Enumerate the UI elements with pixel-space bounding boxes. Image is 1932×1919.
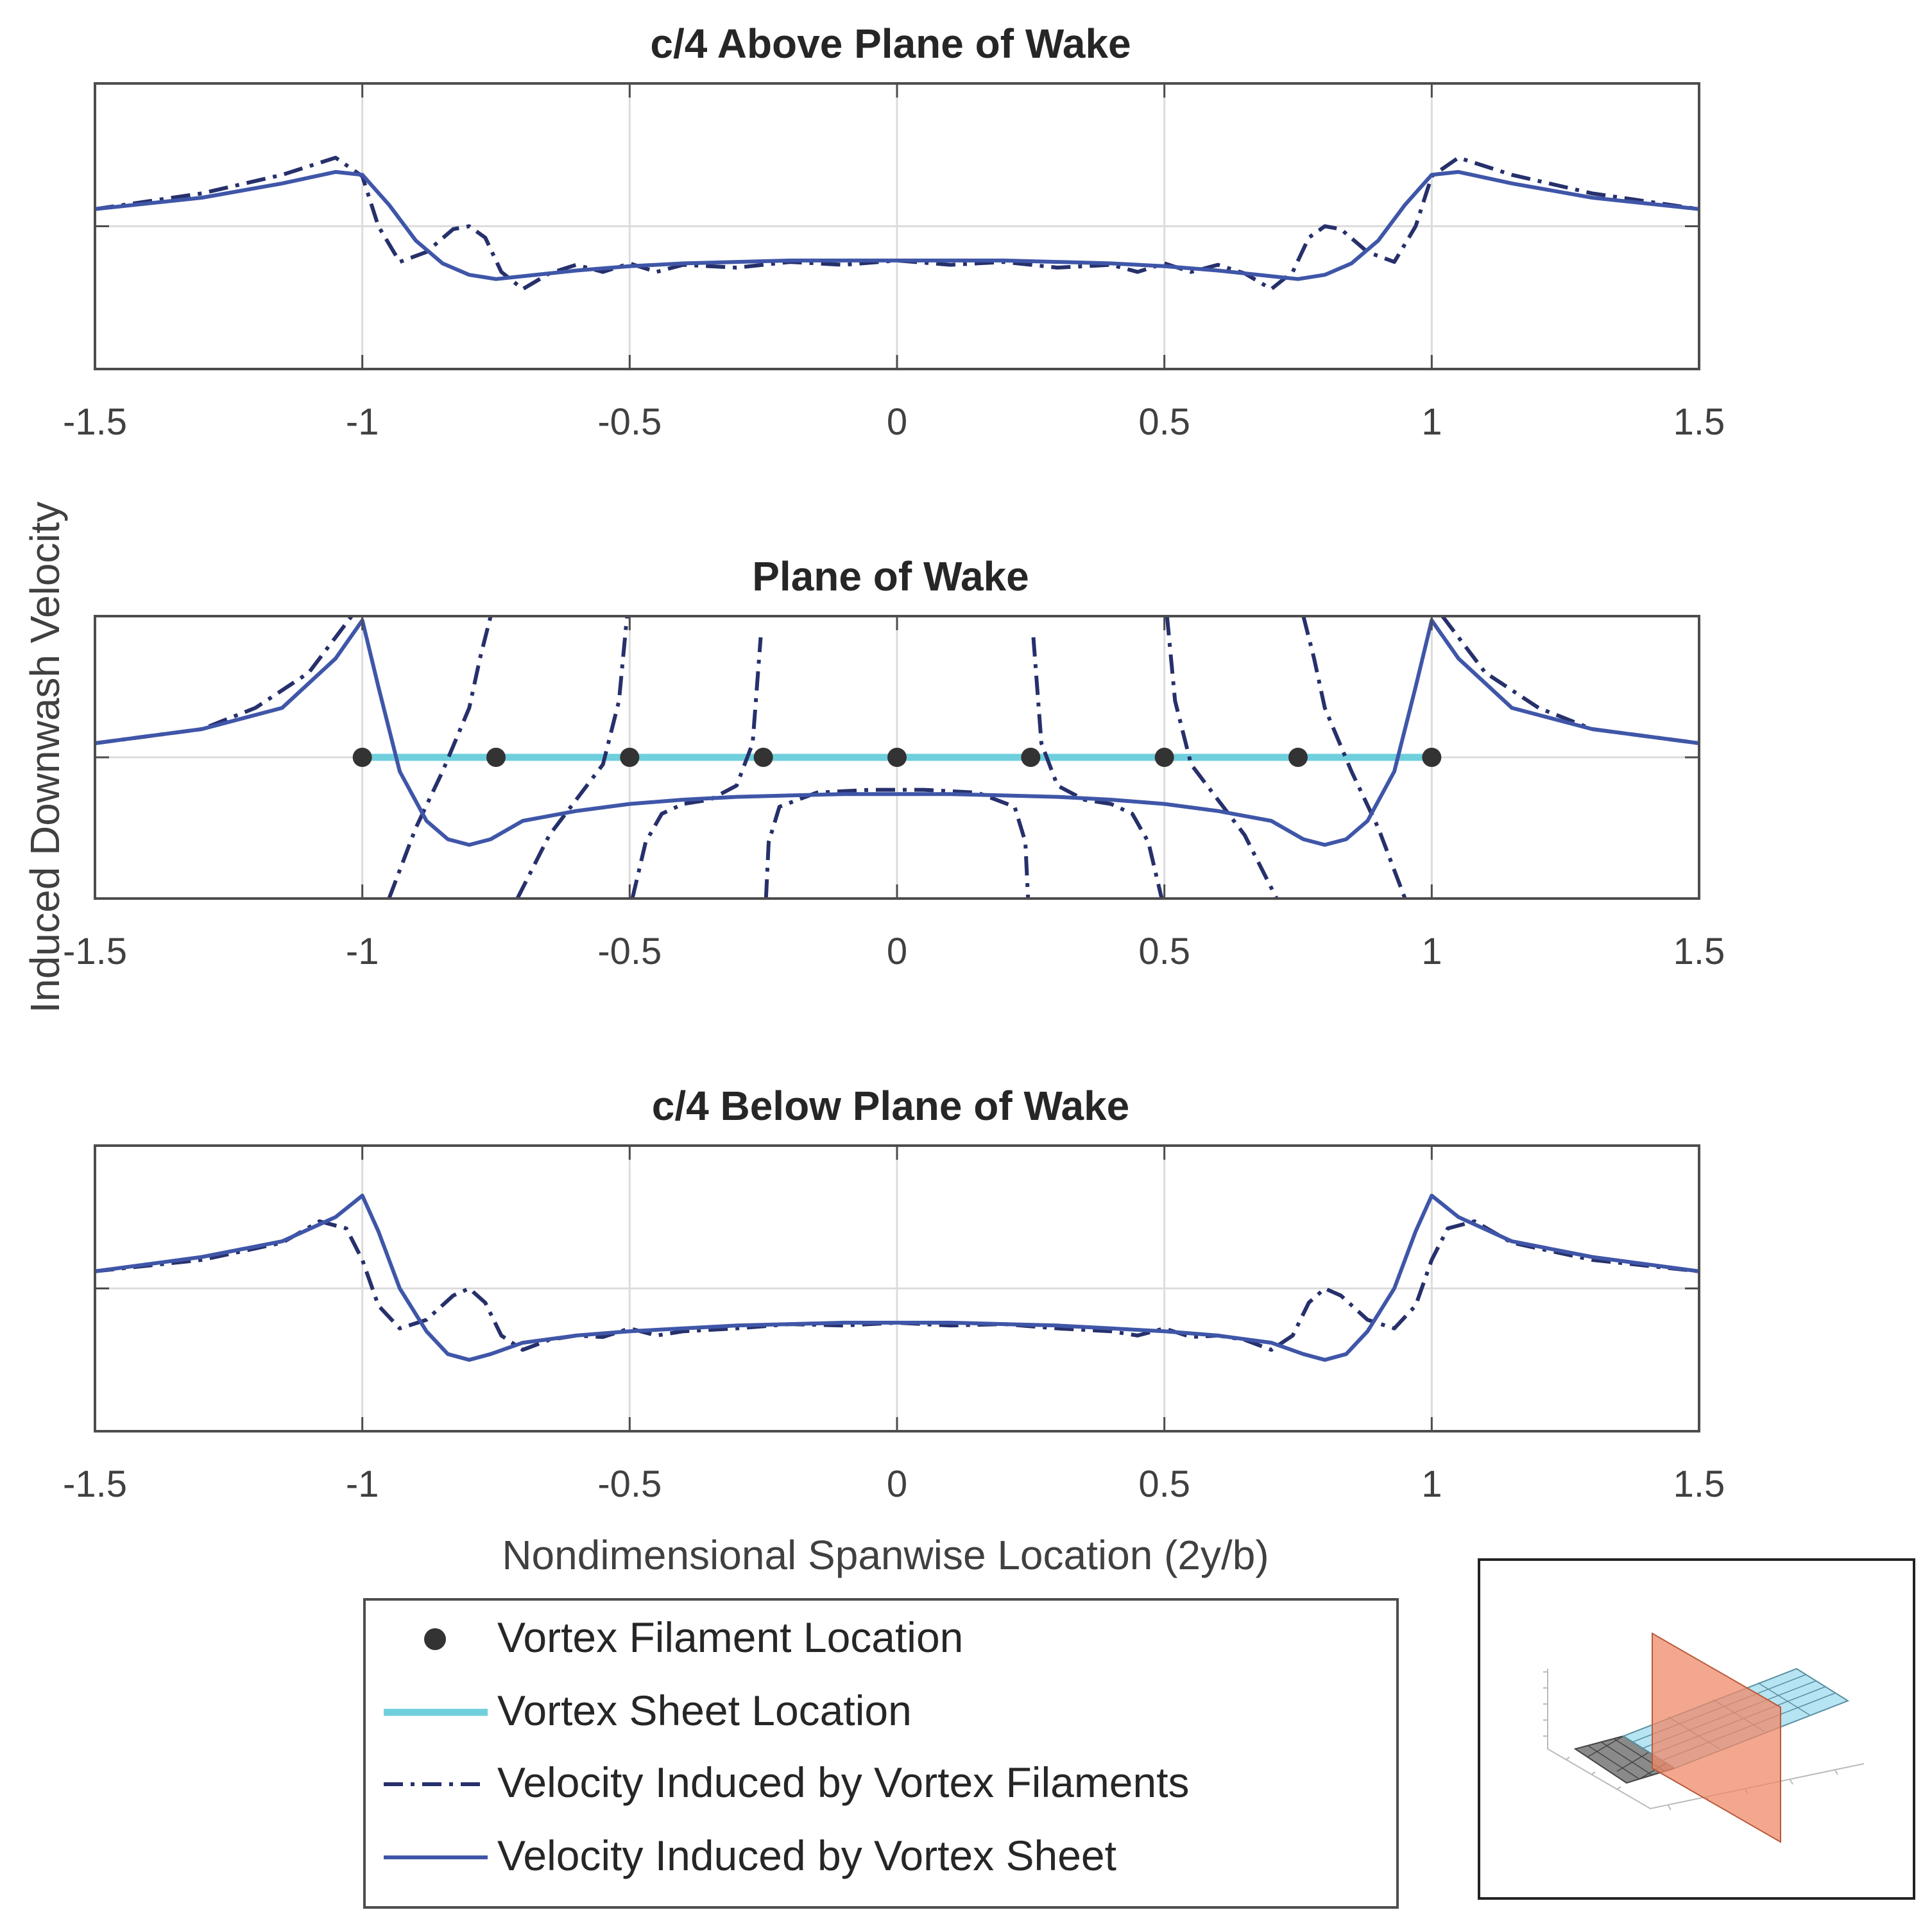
grid-lines xyxy=(95,83,1699,369)
subplot-1: -1.5 -1 -0.5 0 0.5 1 1.5 c/4 Above Plane of Wak… xyxy=(63,21,1725,443)
inset-wake-geometry xyxy=(1478,1558,1915,1900)
x-tick-label: -1.5 xyxy=(63,401,127,443)
series-vortex-filament-location xyxy=(352,748,1442,767)
legend-box xyxy=(363,1598,1399,1909)
x-tick-label: 1.5 xyxy=(1673,401,1725,443)
tick-marks xyxy=(94,83,1700,369)
filament-marker xyxy=(1422,748,1442,767)
series-line xyxy=(387,616,493,899)
series-line xyxy=(630,637,763,899)
x-tick-labels: -1.5 -1 -0.5 0 0.5 1 1.5 xyxy=(63,401,1725,443)
series-velocity-induced-by-vortex-filaments xyxy=(95,155,1699,291)
legend-label: Velocity Induced by Vortex Sheet xyxy=(497,1832,1116,1879)
legend-label: Vortex Sheet Location xyxy=(497,1687,912,1734)
filament-marker xyxy=(1154,748,1174,767)
x-tick-label: 0 xyxy=(887,931,907,972)
series-line xyxy=(95,169,1699,281)
x-tick-label: -1 xyxy=(346,401,379,443)
series-group xyxy=(95,1193,1699,1362)
wake-geometry-3d-icon xyxy=(1543,1632,1865,1843)
x-tick-label: 1.5 xyxy=(1673,1463,1725,1505)
series-line xyxy=(764,787,1030,899)
legend-entries: Vortex Filament Location Vortex Sheet Loc… xyxy=(384,1614,1190,1879)
legend-label: Velocity Induced by Vortex Filaments xyxy=(497,1759,1190,1806)
legend-entry: Vortex Sheet Location xyxy=(384,1687,912,1734)
series-line xyxy=(1301,616,1407,899)
subplot-2: -1.5 -1 -0.5 0 0.5 1 1.5 Plane of Wake xyxy=(63,553,1725,972)
cross-plane-icon xyxy=(1652,1632,1781,1843)
series-group xyxy=(95,155,1699,291)
subplot-title: c/4 Above Plane of Wake xyxy=(650,21,1131,67)
x-tick-label: -0.5 xyxy=(597,931,662,972)
x-tick-label: -1 xyxy=(346,1463,379,1505)
legend-entry: Velocity Induced by Vortex Filaments xyxy=(384,1759,1190,1806)
legend: Vortex Filament Location Vortex Sheet Loc… xyxy=(363,1598,1399,1909)
filament-marker xyxy=(753,748,773,767)
series-line xyxy=(95,155,1699,291)
tick-marks xyxy=(94,616,1700,899)
filament-marker xyxy=(486,748,506,767)
series-line xyxy=(515,616,629,899)
grid-lines xyxy=(95,1146,1699,1431)
x-tick-label: 1.5 xyxy=(1673,931,1725,972)
subplot-title: Plane of Wake xyxy=(752,553,1029,599)
x-tick-label: -1.5 xyxy=(63,931,127,972)
legend-entry: Vortex Filament Location xyxy=(424,1614,963,1661)
x-tick-label: 0 xyxy=(887,1463,907,1505)
legend-entry: Velocity Induced by Vortex Sheet xyxy=(384,1832,1116,1879)
filament-marker xyxy=(352,748,372,767)
x-tick-label: 1 xyxy=(1421,931,1442,972)
legend-label: Vortex Filament Location xyxy=(497,1614,963,1661)
series-group xyxy=(95,616,1699,899)
x-tick-label: -1.5 xyxy=(63,1463,127,1505)
series-line xyxy=(95,1193,1699,1362)
series-line xyxy=(95,1219,1699,1352)
filament-marker xyxy=(620,748,640,767)
x-tick-label: 0.5 xyxy=(1138,1463,1190,1505)
x-tick-label: -1 xyxy=(346,931,379,972)
subplot-3: -1.5 -1 -0.5 0 0.5 1 1.5 c/4 Below Plane of Wak… xyxy=(63,1083,1725,1505)
series-line xyxy=(1031,637,1164,899)
x-tick-label: -0.5 xyxy=(597,401,662,443)
filament-marker xyxy=(1021,748,1041,767)
x-tick-label: 1 xyxy=(1421,1463,1442,1505)
x-tick-labels: -1.5 -1 -0.5 0 0.5 1 1.5 xyxy=(63,931,1725,972)
filament-marker xyxy=(1288,748,1308,767)
x-tick-label: 0.5 xyxy=(1138,931,1190,972)
x-tick-label: 0.5 xyxy=(1138,401,1190,443)
x-axis-label: Nondimensional Spanwise Location (2y/b) xyxy=(502,1532,1269,1578)
x-tick-labels: -1.5 -1 -0.5 0 0.5 1 1.5 xyxy=(63,1463,1725,1505)
x-tick-label: 1 xyxy=(1421,401,1442,443)
series-velocity-induced-by-vortex-sheet xyxy=(95,618,1699,847)
x-tick-label: -0.5 xyxy=(597,1463,662,1505)
filament-marker xyxy=(887,748,907,767)
series-velocity-induced-by-vortex-sheet xyxy=(95,1193,1699,1362)
series-line xyxy=(1165,616,1279,899)
series-velocity-induced-by-vortex-filaments xyxy=(95,1219,1699,1352)
legend-marker-icon xyxy=(424,1628,446,1650)
series-line xyxy=(95,618,1699,847)
series-velocity-induced-by-vortex-sheet xyxy=(95,169,1699,281)
subplot-panels: -1.5 -1 -0.5 0 0.5 1 1.5 c/4 Above Plane of Wak… xyxy=(63,21,1725,1505)
subplot-title: c/4 Below Plane of Wake xyxy=(652,1083,1130,1129)
y-axis-label: Induced Downwash Velocity xyxy=(22,502,68,1013)
tick-marks xyxy=(94,1146,1700,1431)
x-tick-label: 0 xyxy=(887,401,907,443)
